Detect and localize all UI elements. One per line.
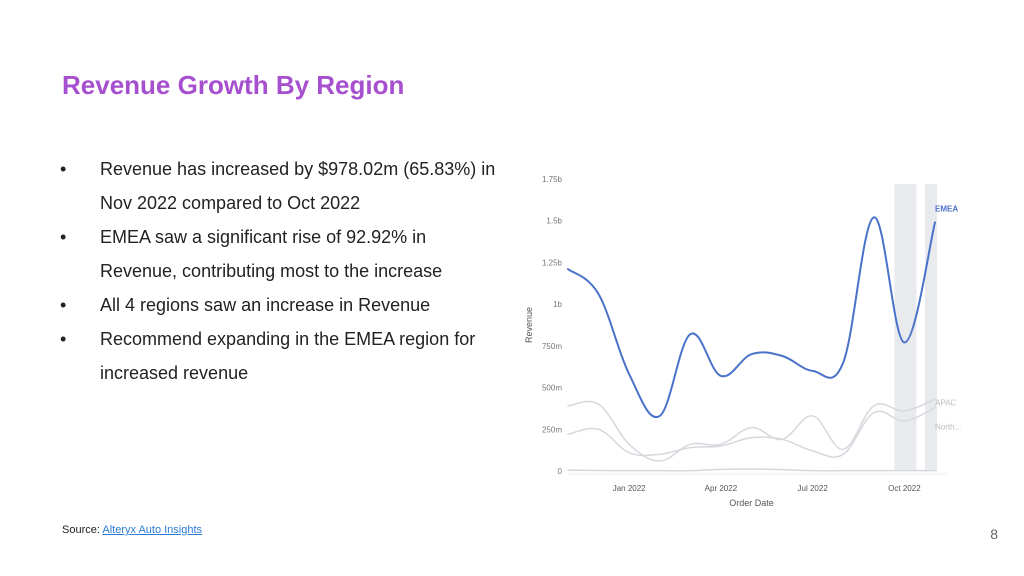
highlight-band <box>894 184 917 471</box>
y-axis-title: Revenue <box>524 307 534 343</box>
y-tick-label: 1b <box>553 300 562 309</box>
series-line-apac <box>567 398 936 462</box>
series-line-other <box>567 468 936 472</box>
bullet-symbol: • <box>60 159 67 179</box>
bullet-symbol: • <box>60 295 67 315</box>
bullet-item: • Revenue has increased by $978.02m (65.… <box>60 152 500 220</box>
y-tick-label: 0 <box>558 467 563 476</box>
series-line-emea <box>567 216 936 419</box>
bullet-text: Revenue has increased by $978.02m (65.83… <box>100 159 496 213</box>
bullet-text: All 4 regions saw an increase in Revenue <box>100 295 431 315</box>
series-line-north-america <box>567 406 936 458</box>
series-label: North... <box>935 423 961 432</box>
y-tick-label: 1.75b <box>542 175 563 184</box>
source-link[interactable]: Alteryx Auto Insights <box>102 524 203 536</box>
x-axis-title: Order Date <box>729 498 774 508</box>
y-tick-label: 250m <box>542 425 562 434</box>
bullet-text: EMEA saw a significant rise of 92.92% in… <box>100 227 443 281</box>
y-tick-label: 1.25b <box>542 258 563 267</box>
x-tick-label: Apr 2022 <box>705 484 738 493</box>
bullet-list: • Revenue has increased by $978.02m (65.… <box>60 152 500 390</box>
y-tick-label: 1.5b <box>546 217 562 226</box>
bullet-text: Recommend expanding in the EMEA region f… <box>100 329 476 383</box>
slide-title: Revenue Growth By Region <box>62 70 405 100</box>
series-label: APAC <box>935 398 956 407</box>
x-tick-label: Oct 2022 <box>888 484 921 493</box>
bullet-item: • EMEA saw a significant rise of 92.92% … <box>60 220 500 288</box>
series-label: EMEA <box>935 204 958 213</box>
y-tick-label: 500m <box>542 384 562 393</box>
bullet-symbol: • <box>60 227 67 247</box>
source-label: Source: <box>62 524 100 536</box>
revenue-line-chart: 0 250m 500m 750m 1b 1.25b 1.5b 1.75b Jan 2022 Apr… <box>524 175 961 508</box>
x-tick-label: Jul 2022 <box>798 484 829 493</box>
x-tick-label: Jan 2022 <box>613 484 646 493</box>
bullet-item: • Recommend expanding in the EMEA region… <box>60 322 500 390</box>
page-number: 8 <box>990 526 998 542</box>
bullet-item: • All 4 regions saw an increase in Reven… <box>60 288 500 322</box>
y-tick-label: 750m <box>542 342 562 351</box>
source-note: Source: Alteryx Auto Insights <box>62 524 202 536</box>
bullet-symbol: • <box>60 329 67 349</box>
